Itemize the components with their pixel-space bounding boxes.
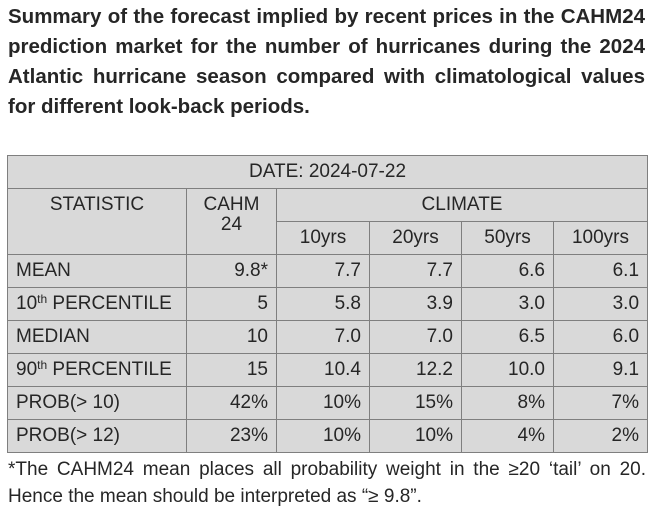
climate-value-cell: 2% bbox=[552, 419, 649, 453]
cahm-value-cell: 9.8* bbox=[186, 254, 277, 288]
climate-value-cell: 12.2 bbox=[369, 353, 462, 387]
climate-value-cell: 7.0 bbox=[369, 320, 462, 354]
header-row: STATISTIC CAHM 24 CLIMATE bbox=[7, 188, 649, 255]
table-row: PROB(> 12) 23% 10% 10% 4% 2% bbox=[7, 419, 649, 453]
table-caption: Summary of the forecast implied by recen… bbox=[8, 5, 645, 118]
climate-value-cell: 10.0 bbox=[461, 353, 554, 387]
cahm-value-cell: 10 bbox=[186, 320, 277, 354]
period-header: 50yrs bbox=[461, 221, 554, 255]
cahm-header-line1: CAHM bbox=[203, 194, 260, 215]
climate-value-cell: 9.1 bbox=[552, 353, 649, 387]
statistic-header: STATISTIC bbox=[7, 188, 187, 255]
period-row: 10yrs 20yrs 50yrs 100yrs bbox=[8, 221, 649, 255]
climate-value-cell: 8% bbox=[461, 386, 554, 420]
climate-value-cell: 6.1 bbox=[552, 254, 649, 288]
climate-value-cell: 15% bbox=[369, 386, 462, 420]
table-row: 90th PERCENTILE 15 10.4 12.2 10.0 9.1 bbox=[7, 353, 649, 387]
climate-value-cell: 7% bbox=[552, 386, 649, 420]
cahm-header-line2: 24 bbox=[220, 214, 243, 235]
statistic-label-text: MEAN bbox=[16, 260, 71, 281]
table-row: MEAN 9.8* 7.7 7.7 6.6 6.1 bbox=[7, 254, 649, 288]
table-row: MEDIAN 10 7.0 7.0 6.5 6.0 bbox=[7, 320, 649, 354]
climate-value-cell: 5.8 bbox=[276, 287, 370, 321]
cahm-value-cell: 15 bbox=[186, 353, 277, 387]
cahm-value-cell: 5 bbox=[186, 287, 277, 321]
statistic-label-text: 90 bbox=[16, 359, 38, 380]
statistic-label: 90th PERCENTILE bbox=[7, 353, 187, 387]
climate-value-cell: 10.4 bbox=[276, 353, 370, 387]
climate-value-cell: 3.0 bbox=[552, 287, 649, 321]
climate-header: CLIMATE bbox=[275, 188, 649, 222]
climate-value-cell: 3.9 bbox=[369, 287, 462, 321]
cahm-value-cell: 42% bbox=[186, 386, 277, 420]
statistic-label: MEAN bbox=[7, 254, 187, 288]
period-header: 10yrs bbox=[276, 221, 370, 255]
ordinal-suffix: th bbox=[37, 358, 48, 372]
statistic-label-text: PROB(> 10) bbox=[16, 392, 121, 413]
statistic-label: 10th PERCENTILE bbox=[7, 287, 187, 321]
date-row: DATE: 2024-07-22 bbox=[6, 155, 649, 189]
ordinal-suffix: th bbox=[37, 292, 48, 306]
cahm-header: CAHM 24 bbox=[186, 188, 277, 255]
statistic-label-text: 10 bbox=[16, 293, 38, 314]
climate-value-cell: 6.6 bbox=[461, 254, 554, 288]
climate-value-cell: 10% bbox=[276, 419, 370, 453]
statistic-label: PROB(> 12) bbox=[7, 419, 187, 453]
table-row: 10th PERCENTILE 5 5.8 3.9 3.0 3.0 bbox=[7, 287, 649, 321]
cahm-value-cell: 23% bbox=[186, 419, 277, 453]
statistic-label-rest: PERCENTILE bbox=[47, 359, 172, 380]
climate-value-cell: 4% bbox=[461, 419, 554, 453]
climate-value-cell: 6.0 bbox=[552, 320, 649, 354]
climate-value-cell: 6.5 bbox=[461, 320, 554, 354]
climate-value-cell: 7.7 bbox=[369, 254, 462, 288]
climate-value-cell: 7.0 bbox=[276, 320, 370, 354]
statistic-label: MEDIAN bbox=[7, 320, 187, 354]
forecast-summary-table: DATE: 2024-07-22 STATISTIC CAHM 24 CLIMA… bbox=[6, 155, 649, 453]
climate-value-cell: 10% bbox=[369, 419, 462, 453]
statistic-label-text: MEDIAN bbox=[16, 326, 90, 347]
period-header: 100yrs bbox=[552, 221, 649, 255]
climate-value-cell: 10% bbox=[276, 386, 370, 420]
date-header: DATE: 2024-07-22 bbox=[6, 155, 649, 189]
climate-value-cell: 3.0 bbox=[461, 287, 554, 321]
statistic-label-text: PROB(> 12) bbox=[16, 425, 121, 446]
footnote: *The CAHM24 mean places all probability … bbox=[8, 459, 646, 507]
statistic-label: PROB(> 10) bbox=[7, 386, 187, 420]
period-header: 20yrs bbox=[369, 221, 462, 255]
table-row: PROB(> 10) 42% 10% 15% 8% 7% bbox=[7, 386, 649, 420]
statistic-label-rest: PERCENTILE bbox=[47, 293, 172, 314]
climate-value-cell: 7.7 bbox=[276, 254, 370, 288]
